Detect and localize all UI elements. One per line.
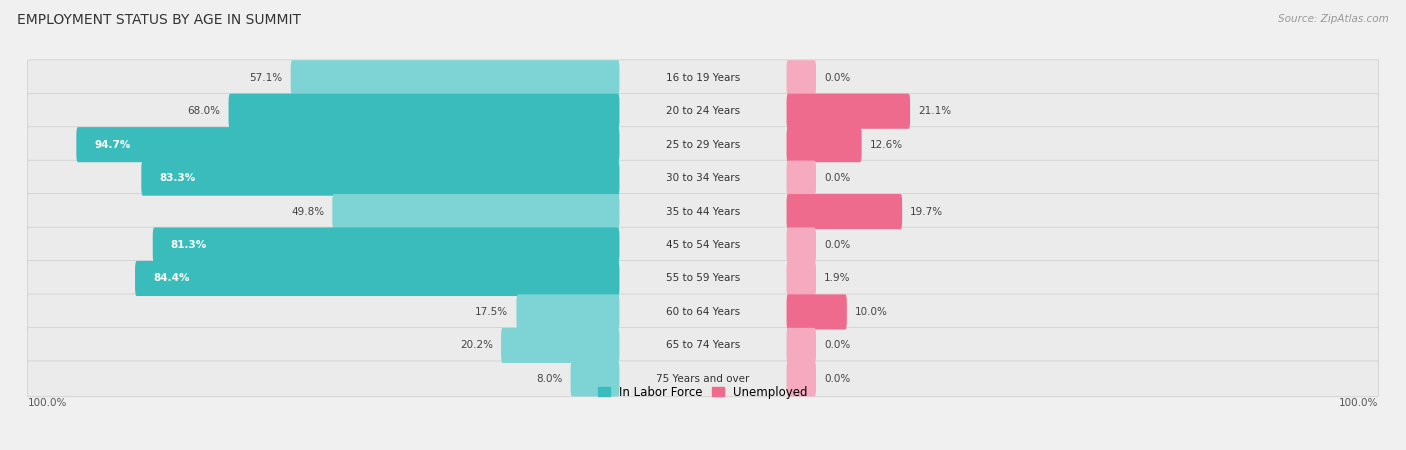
FancyBboxPatch shape bbox=[28, 194, 1378, 230]
FancyBboxPatch shape bbox=[786, 94, 910, 129]
Text: 20 to 24 Years: 20 to 24 Years bbox=[666, 106, 740, 116]
Text: EMPLOYMENT STATUS BY AGE IN SUMMIT: EMPLOYMENT STATUS BY AGE IN SUMMIT bbox=[17, 14, 301, 27]
Text: 55 to 59 Years: 55 to 59 Years bbox=[666, 274, 740, 284]
FancyBboxPatch shape bbox=[786, 161, 815, 196]
Text: 0.0%: 0.0% bbox=[824, 240, 851, 250]
Text: 100.0%: 100.0% bbox=[28, 398, 67, 408]
FancyBboxPatch shape bbox=[501, 328, 620, 363]
Legend: In Labor Force, Unemployed: In Labor Force, Unemployed bbox=[593, 381, 813, 403]
Text: 30 to 34 Years: 30 to 34 Years bbox=[666, 173, 740, 183]
Text: 17.5%: 17.5% bbox=[475, 307, 508, 317]
Text: 94.7%: 94.7% bbox=[94, 140, 131, 150]
Text: 0.0%: 0.0% bbox=[824, 73, 851, 83]
FancyBboxPatch shape bbox=[786, 60, 815, 95]
FancyBboxPatch shape bbox=[28, 227, 1378, 263]
Text: 60 to 64 Years: 60 to 64 Years bbox=[666, 307, 740, 317]
FancyBboxPatch shape bbox=[28, 261, 1378, 297]
Text: 83.3%: 83.3% bbox=[159, 173, 195, 183]
FancyBboxPatch shape bbox=[786, 194, 903, 229]
Text: 84.4%: 84.4% bbox=[153, 274, 190, 284]
FancyBboxPatch shape bbox=[786, 328, 815, 363]
Text: 12.6%: 12.6% bbox=[870, 140, 903, 150]
FancyBboxPatch shape bbox=[28, 294, 1378, 330]
FancyBboxPatch shape bbox=[786, 361, 815, 396]
FancyBboxPatch shape bbox=[786, 127, 862, 162]
Text: Source: ZipAtlas.com: Source: ZipAtlas.com bbox=[1278, 14, 1389, 23]
FancyBboxPatch shape bbox=[76, 127, 620, 162]
Text: 19.7%: 19.7% bbox=[910, 207, 943, 216]
Text: 1.9%: 1.9% bbox=[824, 274, 851, 284]
Text: 49.8%: 49.8% bbox=[291, 207, 325, 216]
Text: 65 to 74 Years: 65 to 74 Years bbox=[666, 340, 740, 351]
Text: 100.0%: 100.0% bbox=[1339, 398, 1378, 408]
Text: 57.1%: 57.1% bbox=[249, 73, 283, 83]
Text: 35 to 44 Years: 35 to 44 Years bbox=[666, 207, 740, 216]
FancyBboxPatch shape bbox=[291, 60, 620, 95]
Text: 0.0%: 0.0% bbox=[824, 340, 851, 351]
Text: 0.0%: 0.0% bbox=[824, 173, 851, 183]
FancyBboxPatch shape bbox=[28, 127, 1378, 162]
Text: 75 Years and over: 75 Years and over bbox=[657, 374, 749, 384]
FancyBboxPatch shape bbox=[332, 194, 620, 229]
FancyBboxPatch shape bbox=[786, 294, 846, 329]
FancyBboxPatch shape bbox=[786, 261, 815, 296]
Text: 8.0%: 8.0% bbox=[536, 374, 562, 384]
FancyBboxPatch shape bbox=[28, 328, 1378, 363]
FancyBboxPatch shape bbox=[28, 93, 1378, 129]
FancyBboxPatch shape bbox=[571, 361, 620, 396]
Text: 25 to 29 Years: 25 to 29 Years bbox=[666, 140, 740, 150]
Text: 21.1%: 21.1% bbox=[918, 106, 952, 116]
Text: 0.0%: 0.0% bbox=[824, 374, 851, 384]
Text: 45 to 54 Years: 45 to 54 Years bbox=[666, 240, 740, 250]
FancyBboxPatch shape bbox=[28, 361, 1378, 397]
FancyBboxPatch shape bbox=[142, 161, 620, 196]
FancyBboxPatch shape bbox=[786, 227, 815, 263]
Text: 10.0%: 10.0% bbox=[855, 307, 889, 317]
FancyBboxPatch shape bbox=[28, 60, 1378, 96]
Text: 16 to 19 Years: 16 to 19 Years bbox=[666, 73, 740, 83]
Text: 68.0%: 68.0% bbox=[187, 106, 221, 116]
FancyBboxPatch shape bbox=[516, 294, 620, 329]
FancyBboxPatch shape bbox=[153, 227, 620, 263]
FancyBboxPatch shape bbox=[28, 160, 1378, 196]
FancyBboxPatch shape bbox=[229, 94, 620, 129]
FancyBboxPatch shape bbox=[135, 261, 620, 296]
Text: 20.2%: 20.2% bbox=[460, 340, 494, 351]
Text: 81.3%: 81.3% bbox=[170, 240, 207, 250]
